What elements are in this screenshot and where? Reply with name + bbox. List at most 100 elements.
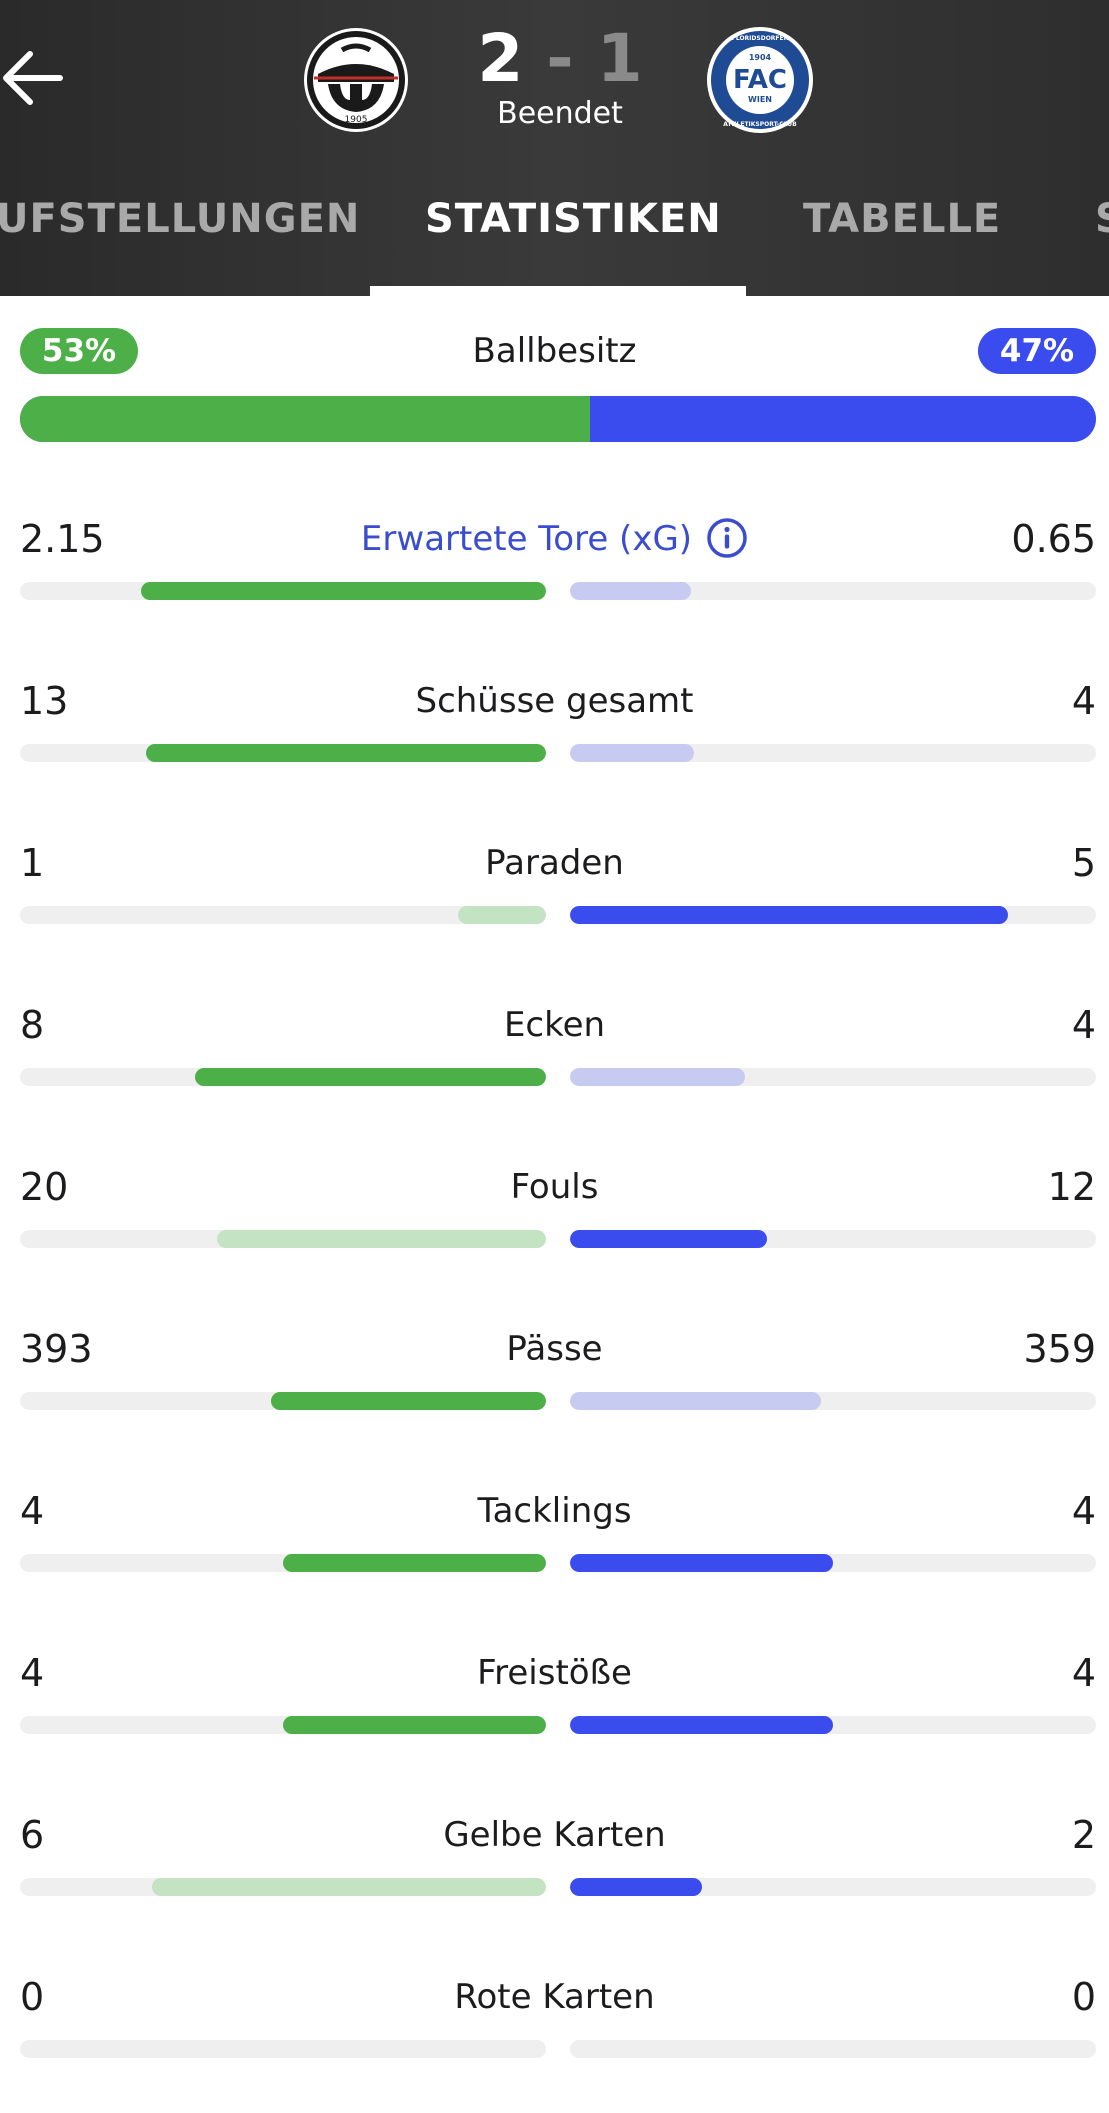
away-bar-fill [570,1716,833,1734]
stat-row-xg: 2.15 Erwartete Tore (xG) 0.65 [0,514,1109,614]
tab-aufstellungen[interactable]: UFSTELLUNGEN [0,196,361,242]
home-bar-track [20,1068,546,1086]
away-bar-fill [570,744,694,762]
home-bar-fill [283,1716,546,1734]
away-bar-track [570,1716,1096,1734]
stat-row-shots: 13 Schüsse gesamt 4 [0,676,1109,776]
tab-statistiken[interactable]: STATISTIKEN [425,196,722,242]
away-bar-fill [570,906,1009,924]
scoreline: 2 - 1 [440,20,680,98]
away-bar-track [570,1392,1096,1410]
stat-row-corners: 8 Ecken 4 [0,1000,1109,1100]
home-value: 13 [20,679,69,723]
away-value: 2 [1071,1813,1096,1857]
home-bar-track [20,1230,546,1248]
home-bar-fill [195,1068,546,1086]
svg-text:1905: 1905 [345,115,368,125]
home-value: 4 [20,1489,45,1533]
stat-row-free-kicks: 4 Freistöße 4 [0,1648,1109,1748]
home-value: 20 [20,1165,69,1209]
stat-label: Tacklings [477,1491,632,1531]
away-value: 359 [1023,1327,1096,1371]
stat-label: Paraden [485,843,624,883]
possession-bar [20,396,1096,442]
home-bar-track [20,744,546,762]
home-value: 1 [20,841,45,885]
back-button[interactable] [0,48,70,108]
svg-text:1904: 1904 [749,53,772,62]
home-possession-badge: 53% [20,328,138,374]
svg-text:FLORIDSDORFER: FLORIDSDORFER [732,35,789,42]
stat-row-yellow-cards: 6 Gelbe Karten 2 [0,1810,1109,1910]
svg-text:FAC: FAC [733,65,787,95]
away-value: 4 [1071,1651,1096,1695]
stat-label-text[interactable]: Erwartete Tore (xG) [360,519,693,559]
home-bar-fill [458,906,546,924]
home-bar-track [20,1878,546,1896]
home-bar-fill [140,582,546,600]
home-possession-fill [20,396,591,442]
away-bar-track [570,582,1096,600]
home-bar-fill [146,744,546,762]
home-bar-track [20,1554,546,1572]
away-bar-track [570,906,1096,924]
home-team-crest[interactable]: 1905 [302,26,410,134]
away-value: 4 [1071,679,1096,723]
away-value: 12 [1047,1165,1096,1209]
match-header: 1905 2 - 1 Beendet 1904 FAC WIEN FLORIDS… [0,0,1109,296]
away-bar-track [570,2040,1096,2058]
away-bar-fill [570,1230,768,1248]
away-bar-track [570,744,1096,762]
away-bar-track [570,1230,1096,1248]
active-tab-indicator [370,286,746,296]
home-bar-fill [217,1230,546,1248]
stat-label: Rote Karten [454,1977,655,2017]
home-value: 4 [20,1651,45,1695]
home-bar-track [20,1392,546,1410]
possession-label: Ballbesitz [472,331,637,371]
stat-row-red-cards: 0 Rote Karten 0 [0,1972,1109,2072]
home-score: 2 [477,20,524,97]
home-bar-track [20,2040,546,2058]
stat-label: Gelbe Karten [443,1815,666,1855]
home-bar-track [20,906,546,924]
away-value: 4 [1071,1489,1096,1533]
stat-row-fouls: 20 Fouls 12 [0,1162,1109,1262]
home-value: 8 [20,1003,45,1047]
stat-label[interactable]: Erwartete Tore (xG) [240,514,869,564]
match-status: Beendet [497,96,623,131]
away-score: 1 [596,20,643,97]
away-value: 5 [1071,841,1096,885]
home-bar-fill [270,1392,546,1410]
stat-row-passes: 393 Pässe 359 [0,1324,1109,1424]
away-value: 4 [1071,1003,1096,1047]
away-bar-fill [570,1878,702,1896]
away-bar-fill [570,1392,821,1410]
away-bar-track [570,1878,1096,1896]
home-value: 2.15 [20,517,105,561]
info-icon[interactable] [706,517,748,559]
away-possession-badge: 47% [978,328,1096,374]
away-bar-fill [570,1554,833,1572]
score-separator: - [546,20,574,97]
svg-text:WIEN: WIEN [748,95,772,104]
stat-label: Freistöße [477,1653,632,1693]
away-value: 0 [1071,1975,1096,2019]
home-value: 393 [20,1327,93,1371]
away-bar-fill [570,1068,746,1086]
home-value: 6 [20,1813,45,1857]
away-bar-track [570,1068,1096,1086]
stat-label: Schüsse gesamt [415,681,694,721]
svg-text:ATHLETIKSPORT-CLUB: ATHLETIKSPORT-CLUB [723,121,797,128]
stat-label: Fouls [510,1167,599,1207]
arrow-left-icon [3,51,63,105]
tab-bar: UFSTELLUNGEN STATISTIKEN TABELLE S [0,190,1109,296]
away-value: 0.65 [1011,517,1096,561]
away-bar-track [570,1554,1096,1572]
away-team-crest[interactable]: 1904 FAC WIEN FLORIDSDORFER ATHLETIKSPOR… [706,26,814,134]
tab-more[interactable]: S [1095,196,1109,242]
home-bar-track [20,1716,546,1734]
tab-tabelle[interactable]: TABELLE [803,196,1002,242]
stat-label: Pässe [506,1329,603,1369]
stat-row-tackles: 4 Tacklings 4 [0,1486,1109,1586]
